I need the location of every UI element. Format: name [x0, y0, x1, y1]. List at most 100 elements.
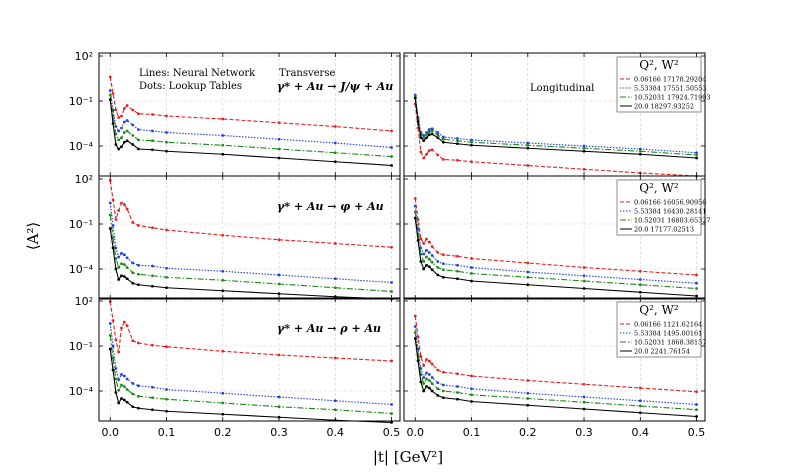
legend-entry: 0.06166 17178.29204: [634, 75, 706, 83]
data-point: [413, 204, 417, 208]
data-point: [390, 146, 393, 149]
data-point: [436, 133, 440, 137]
data-point: [136, 112, 140, 116]
data-point: [125, 324, 129, 328]
data-point: [436, 381, 440, 385]
data-point: [117, 350, 121, 354]
data-point: [114, 338, 118, 342]
y-tick-label: 10⁻¹: [69, 218, 93, 231]
data-point: [136, 283, 140, 287]
data-point: [120, 326, 123, 330]
data-point: [221, 143, 225, 147]
data-point: [151, 264, 154, 268]
data-point: [413, 216, 417, 220]
data-point: [333, 141, 337, 145]
legend-entry: 5.53384 16430.28141: [634, 207, 706, 215]
data-point: [582, 266, 586, 269]
data-point: [416, 239, 420, 242]
data-point: [108, 322, 112, 325]
data-point: [131, 382, 135, 385]
y-tick-label: 10⁻⁴: [69, 140, 94, 153]
legend-box: [616, 301, 702, 358]
legend-entry: 20.0 17177.02513: [634, 225, 694, 233]
process-label: γ* + Au → ρ + Au: [277, 322, 381, 335]
data-point: [390, 129, 393, 133]
x-tick-label: 0.0: [102, 426, 120, 439]
data-point: [441, 135, 445, 139]
data-point: [108, 213, 112, 217]
data-point: [151, 129, 154, 133]
legend-title: Q², W²: [639, 58, 679, 72]
data-point: [695, 408, 698, 412]
series-line: [109, 335, 392, 415]
data-point: [114, 267, 118, 271]
data-point: [277, 395, 281, 399]
y-tick-label: 10⁻⁴: [69, 385, 94, 398]
data-point: [526, 283, 530, 287]
data-point: [221, 391, 225, 395]
process-label: γ* + Au → φ + Au: [277, 200, 384, 213]
data-point: [122, 203, 126, 206]
data-point: [111, 368, 115, 372]
data-point: [221, 278, 225, 282]
data-point: [122, 374, 126, 378]
legend-entry: 5.53384 17551.50553: [634, 84, 706, 92]
data-point: [422, 139, 426, 143]
data-point: [108, 93, 112, 97]
data-point: [413, 210, 417, 214]
series-line: [109, 323, 392, 406]
data-point: [117, 378, 121, 382]
x-tick-label: 0.2: [519, 426, 537, 439]
data-point: [165, 266, 168, 270]
data-point: [441, 268, 445, 272]
data-point: [221, 134, 225, 137]
data-point: [390, 403, 393, 406]
data-point: [582, 149, 586, 153]
data-point: [430, 132, 434, 136]
x-tick-label: 0.1: [463, 426, 481, 439]
data-point: [390, 245, 393, 249]
data-point: [333, 125, 337, 128]
data-point: [425, 263, 428, 267]
panel-frame: [98, 175, 401, 300]
data-point: [114, 391, 118, 394]
data-point: [436, 368, 440, 372]
data-point: [430, 376, 434, 379]
data-point: [111, 356, 115, 360]
data-point: [131, 123, 135, 127]
data-point: [131, 405, 135, 409]
data-point: [422, 156, 426, 160]
longitudinal-label: Longitudinal: [530, 83, 594, 94]
data-point: [165, 345, 168, 349]
data-point: [122, 320, 126, 324]
data-point: [638, 278, 642, 281]
data-point: [695, 281, 698, 285]
data-point: [221, 412, 225, 416]
data-point: [695, 287, 698, 290]
data-point: [441, 275, 445, 279]
data-point: [114, 132, 118, 136]
data-point: [120, 114, 123, 118]
x-tick-label: 0.4: [632, 426, 650, 439]
data-point: [526, 261, 530, 265]
data-point: [470, 272, 473, 275]
data-point: [422, 242, 426, 245]
data-point: [277, 137, 281, 141]
data-point: [136, 394, 140, 398]
data-point: [131, 271, 135, 275]
data-point: [470, 138, 473, 142]
data-point: [131, 281, 135, 285]
data-point: [413, 331, 417, 334]
data-point: [526, 275, 530, 279]
data-point: [430, 254, 434, 257]
data-point: [430, 148, 434, 152]
panel-frame: [403, 175, 706, 300]
data-point: [151, 274, 154, 278]
transverse-label: Transverse: [279, 68, 335, 79]
data-point: [333, 151, 337, 155]
data-point: [333, 399, 337, 403]
data-point: [165, 409, 168, 413]
data-point: [120, 383, 123, 387]
process-label: γ* + Au → J/ψ + Au: [277, 80, 393, 93]
